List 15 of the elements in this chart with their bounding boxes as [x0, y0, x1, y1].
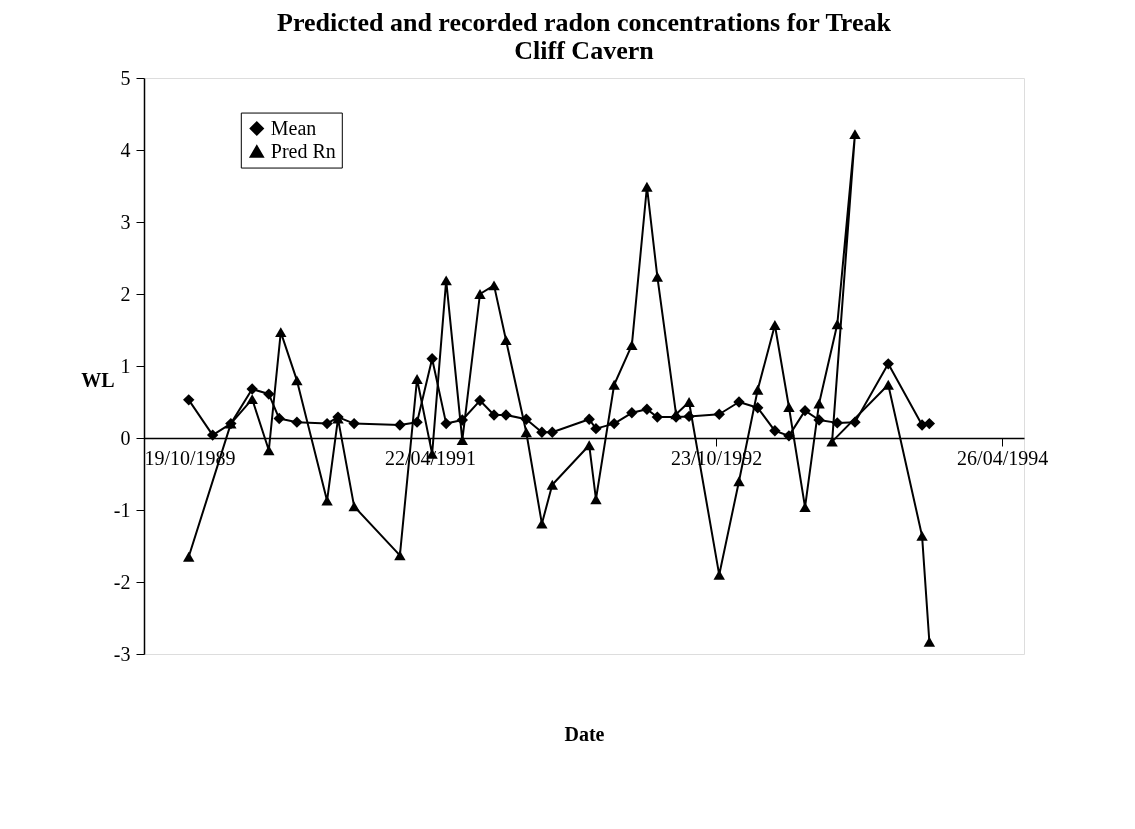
y-tick-label: 3 [120, 210, 131, 233]
x-axis-title: Date [564, 722, 605, 745]
y-tick-label: 1 [120, 354, 131, 377]
y-tick-label: 4 [120, 138, 131, 161]
y-tick-label: -2 [113, 570, 131, 593]
x-tick-label: 26/04/1994 [957, 446, 1049, 469]
y-axis-title: WL [81, 368, 115, 391]
y-tick-label: -3 [113, 642, 131, 665]
chart-title: Predicted and recorded radon concentrations for Treak Cliff Cavern [277, 8, 892, 65]
y-tick-label: 0 [120, 426, 131, 449]
y-tick-label: 2 [120, 282, 131, 305]
y-tick-label: -1 [113, 498, 131, 521]
legend-label: Mean [270, 116, 317, 139]
y-tick-label: 5 [120, 66, 131, 89]
legend-label: Pred Rn [270, 139, 336, 162]
